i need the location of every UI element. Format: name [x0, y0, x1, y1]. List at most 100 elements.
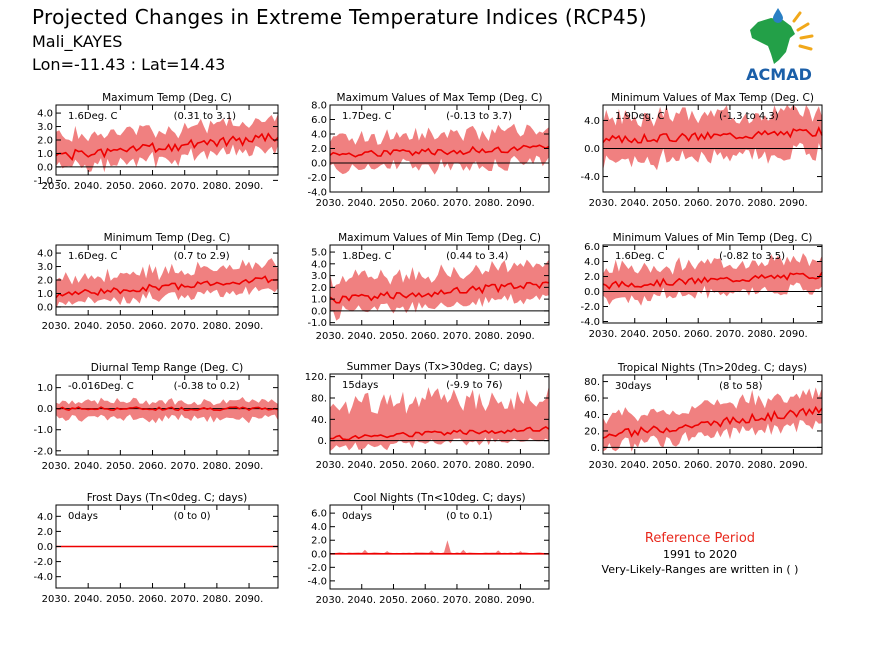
- x-tick-label: 2080.: [747, 460, 776, 471]
- y-tick-label: -2.0: [307, 563, 327, 574]
- spike-mark: [459, 549, 468, 554]
- x-tick-label: 2080.: [474, 595, 503, 606]
- panel-range: (0.7 to 2.9): [174, 251, 230, 262]
- x-tick-label: 2050.: [652, 329, 681, 340]
- x-tick-label: 2090.: [235, 181, 264, 192]
- chart-panel: 0. 40. 80. 120. 2030. 2040. 2050. 2060. 2070. 208…: [305, 361, 550, 471]
- panel-range: (0 to 0): [174, 511, 211, 522]
- x-tick-label: 2080.: [747, 198, 776, 209]
- panel-title: Maximum Temp (Deg. C): [102, 92, 232, 104]
- panel-title: Diurnal Temp Range (Deg. C): [91, 362, 243, 374]
- panel-title: Maximum Values of Max Temp (Deg. C): [337, 92, 543, 104]
- y-tick-label: 1.0: [311, 295, 327, 306]
- panel-summary: 1.9Deg. C: [615, 111, 664, 122]
- y-tick-label: 0.0: [584, 144, 600, 155]
- y-tick-label: -1.0: [307, 318, 327, 329]
- x-tick-label: 2080.: [203, 594, 232, 605]
- x-tick-label: 2070.: [443, 331, 472, 342]
- panel-summary: 1.8Deg. C: [342, 251, 391, 262]
- x-tick-label: 2060.: [411, 595, 440, 606]
- panel-summary: 1.6Deg. C: [68, 111, 117, 122]
- uncertainty-band: [330, 385, 549, 452]
- x-tick-label: 2050.: [379, 198, 408, 209]
- y-tick-label: 2.0: [37, 276, 53, 287]
- chart-panel: -4.0 -2.0 0.0 2.0 4.0 2030. 2040. 2050. 2060. 207…: [33, 492, 279, 605]
- uncertainty-band: [330, 259, 549, 321]
- x-tick-label: 2070.: [443, 595, 472, 606]
- chart-panel: -4.0 -2.0 0.0 2.0 4.0 6.0 2030. 2040. 2050. 2060.…: [580, 232, 823, 340]
- x-tick-label: 2070.: [170, 181, 199, 192]
- x-tick-label: 2030.: [42, 181, 71, 192]
- y-tick-label: 4.0: [37, 249, 53, 260]
- panel-title: Summer Days (Tx>30deg. C; days): [347, 361, 533, 373]
- x-tick-label: 2070.: [443, 198, 472, 209]
- y-tick-label: 80.: [584, 377, 600, 388]
- plot-frame: [55, 374, 279, 456]
- panel-summary: 0days: [342, 511, 372, 522]
- acmad-logo: ACMAD: [738, 8, 820, 84]
- x-tick-label: 2050.: [379, 331, 408, 342]
- x-tick-label: 2090.: [235, 594, 264, 605]
- chart-panel: -4.0 0.0 4.0 2030. 2040. 2050. 2060. 2070. 2080.…: [580, 92, 823, 209]
- x-tick-label: 2050.: [379, 460, 408, 471]
- panel-summary: 30days: [615, 381, 651, 392]
- reference-period-years: 1991 to 2020: [662, 548, 738, 561]
- median-line: [329, 425, 550, 441]
- x-tick-label: 2050.: [106, 594, 135, 605]
- x-tick-label: 2070.: [170, 461, 199, 472]
- very-likely-ranges-note: Very-Likely-Ranges are written in ( ): [601, 563, 799, 576]
- x-tick-label: 2070.: [170, 594, 199, 605]
- y-tick-label: 6.0: [584, 242, 600, 253]
- logo-text: ACMAD: [746, 65, 812, 84]
- panel-range: (0.31 to 3.1): [174, 111, 236, 122]
- y-tick-label: 2.0: [311, 283, 327, 294]
- x-tick-label: 2090.: [779, 198, 808, 209]
- x-tick-label: 2030.: [316, 460, 345, 471]
- y-tick-label: 2.0: [311, 144, 327, 155]
- x-tick-label: 2030.: [589, 198, 618, 209]
- x-tick-label: 2050.: [106, 321, 135, 332]
- plot-frame: [329, 504, 550, 590]
- y-tick-label: 5.0: [311, 248, 327, 259]
- coordinates-label: Lon=-11.43 : Lat=14.43: [32, 55, 226, 74]
- x-tick-label: 2040.: [74, 461, 103, 472]
- panel-range: (-0.13 to 3.7): [446, 111, 512, 122]
- median-line: [55, 275, 279, 299]
- spike-mark: [427, 550, 436, 554]
- x-tick-label: 2050.: [106, 181, 135, 192]
- uncertainty-band: [603, 387, 822, 452]
- x-tick-label: 2050.: [652, 460, 681, 471]
- panel-title: Tropical Nights (Tn>20deg. C; days): [617, 362, 807, 374]
- panel-title: Frost Days (Tn<0deg. C; days): [87, 492, 247, 504]
- x-tick-label: 2060.: [411, 198, 440, 209]
- y-tick-label: 3.0: [37, 262, 53, 273]
- x-tick-label: 2050.: [379, 595, 408, 606]
- panel-summary: 1.6Deg. C: [68, 251, 117, 262]
- y-tick-label: -1.0: [33, 425, 53, 436]
- y-tick-label: 4.0: [311, 130, 327, 141]
- x-tick-label: 2070.: [716, 460, 745, 471]
- y-tick-label: 3.0: [311, 271, 327, 282]
- panel-title: Cool Nights (Tn<10deg. C; days): [353, 492, 525, 504]
- y-tick-label: 0.0: [37, 542, 53, 553]
- spike-mark: [361, 549, 369, 554]
- y-tick-label: -2.0: [33, 446, 53, 457]
- y-tick-label: 0.0: [311, 159, 327, 170]
- x-tick-label: 2090.: [506, 595, 535, 606]
- x-tick-label: 2060.: [138, 181, 167, 192]
- x-tick-label: 2040.: [620, 329, 649, 340]
- x-tick-label: 2040.: [347, 460, 376, 471]
- plot-frame: [602, 244, 823, 324]
- y-tick-label: -2.0: [307, 173, 327, 184]
- plot-frame: [329, 373, 550, 455]
- x-tick-label: 2080.: [747, 329, 776, 340]
- y-tick-label: 4.0: [37, 512, 53, 523]
- panel-summary: 1.6Deg. C: [615, 251, 664, 262]
- uncertainty-band: [56, 258, 278, 309]
- y-tick-label: 80.: [311, 394, 327, 405]
- x-tick-label: 2040.: [74, 594, 103, 605]
- y-tick-label: 0.0: [311, 306, 327, 317]
- y-tick-label: 2.0: [37, 136, 53, 147]
- sun-rays-icon: [792, 11, 814, 51]
